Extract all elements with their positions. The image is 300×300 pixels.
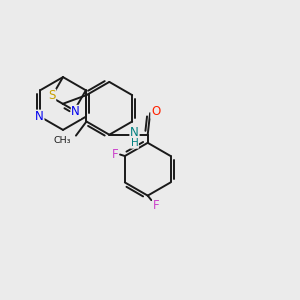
Text: F: F <box>112 148 118 161</box>
Text: S: S <box>48 89 56 102</box>
Text: O: O <box>151 105 160 118</box>
Text: H: H <box>130 138 138 148</box>
Text: CH₃: CH₃ <box>54 136 71 145</box>
Text: N: N <box>130 126 139 139</box>
Text: F: F <box>153 199 159 212</box>
Text: N: N <box>71 105 80 119</box>
Text: N: N <box>35 110 44 123</box>
